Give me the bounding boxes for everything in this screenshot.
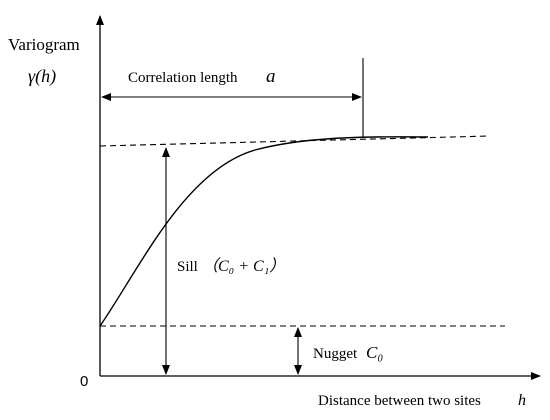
x-axis-title: Distance between two sites xyxy=(318,393,481,409)
y-axis-symbol: γ(h) xyxy=(28,66,56,87)
correlation-length-symbol: a xyxy=(266,66,276,87)
y-axis-title: Variogram xyxy=(8,35,80,54)
sill-dashed-line xyxy=(99,135,491,147)
x-axis-symbol: h xyxy=(518,392,526,409)
variogram-curve xyxy=(99,136,429,327)
nugget-symbol: C₀ xyxy=(366,343,383,362)
sill-formula: （C₀ + C₁） xyxy=(202,257,285,275)
sill-label: Sill xyxy=(177,259,198,275)
origin-label: 0 xyxy=(80,373,88,390)
nugget-label: Nugget xyxy=(313,346,358,362)
correlation-length-label: Correlation length xyxy=(128,70,238,86)
